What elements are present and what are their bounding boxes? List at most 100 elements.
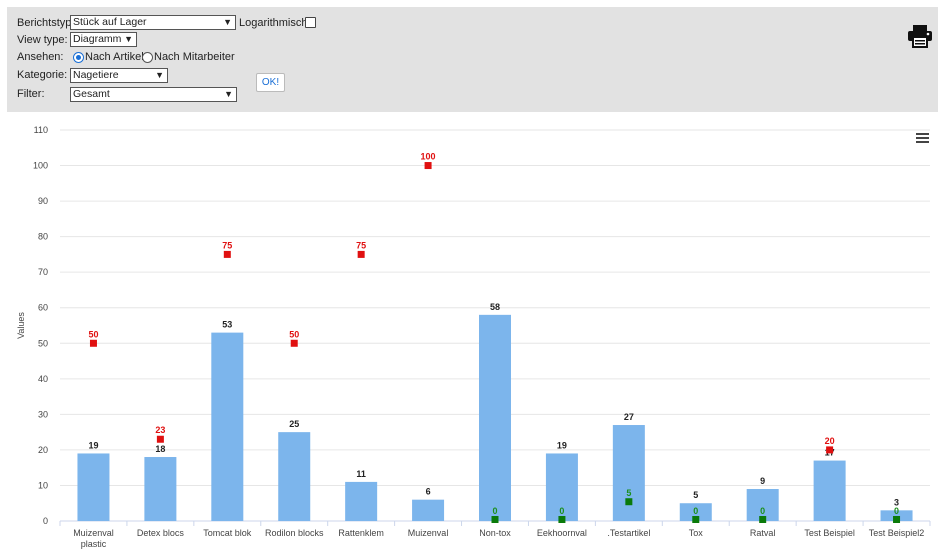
- y-tick-label: 110: [34, 125, 48, 135]
- category-row: Kategorie:: [17, 67, 67, 83]
- red-marker-label: 23: [155, 425, 165, 435]
- report-type-row: Berichtstyp:: [17, 15, 74, 31]
- radio-by-employee[interactable]: [142, 52, 153, 63]
- view-row: Ansehen:: [17, 49, 63, 65]
- bar[interactable]: [211, 332, 244, 521]
- x-tick-label: Detex blocs: [137, 528, 185, 538]
- printer-icon[interactable]: [907, 24, 933, 48]
- filter-label: Filter:: [17, 88, 45, 100]
- y-tick-label: 90: [38, 196, 48, 206]
- x-tick-label: Non-tox: [479, 528, 511, 538]
- bar-value-label: 19: [88, 440, 98, 450]
- red-marker-label: 100: [421, 152, 436, 162]
- red-marker[interactable]: [290, 339, 298, 347]
- view-type-row: View type:: [17, 32, 68, 48]
- bar[interactable]: [679, 503, 712, 521]
- bar[interactable]: [345, 481, 378, 521]
- green-marker[interactable]: [759, 516, 767, 523]
- x-tick-label: Rodilon blocks: [265, 528, 324, 538]
- bar[interactable]: [880, 510, 913, 521]
- red-marker[interactable]: [156, 435, 164, 443]
- y-tick-label: 10: [38, 480, 48, 490]
- chevron-down-icon: ▼: [223, 17, 232, 27]
- category-label: Kategorie:: [17, 69, 68, 81]
- y-tick-label: 70: [38, 267, 48, 277]
- green-marker[interactable]: [692, 516, 700, 523]
- bar-value-label: 25: [289, 419, 299, 429]
- view-label: Ansehen:: [17, 51, 64, 63]
- red-marker-label: 20: [825, 436, 835, 446]
- bar-value-label: 53: [222, 320, 232, 330]
- bar[interactable]: [144, 457, 177, 521]
- filter-select[interactable]: Gesamt ▼: [70, 87, 237, 102]
- report-toolbar: Berichtstyp: Stück auf Lager ▼ Logarithm…: [7, 7, 938, 112]
- x-tick-label: Muizenval: [73, 528, 114, 538]
- red-marker-label: 75: [222, 240, 232, 250]
- green-marker[interactable]: [491, 516, 499, 523]
- ok-button[interactable]: OK!: [256, 73, 285, 92]
- x-tick-label: Rattenklem: [338, 528, 384, 538]
- logarithmic-label: Logarithmisch: [239, 17, 308, 29]
- bar[interactable]: [813, 460, 846, 521]
- bar[interactable]: [545, 453, 578, 521]
- green-marker[interactable]: [893, 516, 901, 523]
- report-type-label: Berichtstyp:: [17, 17, 75, 29]
- green-marker-label: 5: [626, 488, 631, 498]
- bar-value-label: 3: [894, 497, 899, 507]
- x-tick-label: .Testartikel: [607, 528, 650, 538]
- bar[interactable]: [612, 425, 645, 521]
- radio-by-employee-label: Nach Mitarbeiter: [154, 51, 235, 63]
- hamburger-menu-icon[interactable]: [916, 133, 929, 144]
- chart-bars: 1918532511658192759173: [77, 302, 913, 521]
- bar[interactable]: [746, 489, 779, 521]
- red-marker[interactable]: [89, 339, 97, 347]
- category-select[interactable]: Nagetiere ▼: [70, 68, 168, 83]
- y-tick-label: 50: [38, 338, 48, 348]
- filter-row: Filter:: [17, 86, 45, 102]
- bar[interactable]: [412, 499, 445, 521]
- bar-value-label: 19: [557, 440, 567, 450]
- report-type-value: Stück auf Lager: [73, 16, 147, 28]
- bar[interactable]: [479, 314, 511, 521]
- green-marker-label: 0: [894, 506, 899, 516]
- y-tick-label: 40: [38, 374, 48, 384]
- bar-value-label: 5: [693, 490, 698, 500]
- bar[interactable]: [278, 432, 311, 521]
- y-axis-label: Values: [16, 312, 26, 339]
- y-tick-label: 0: [43, 516, 48, 526]
- red-marker[interactable]: [424, 162, 432, 170]
- green-marker-label: 0: [693, 506, 698, 516]
- x-tick-label: Tomcat blok: [203, 528, 252, 538]
- x-tick-label: Ratval: [750, 528, 776, 538]
- x-tick-label: Eekhoornval: [537, 528, 587, 538]
- red-marker-label: 50: [289, 329, 299, 339]
- report-type-select[interactable]: Stück auf Lager ▼: [70, 15, 236, 30]
- y-tick-label: 100: [33, 161, 48, 171]
- red-marker[interactable]: [357, 250, 365, 258]
- red-marker-label: 75: [356, 240, 366, 250]
- y-tick-label: 20: [38, 445, 48, 455]
- red-marker[interactable]: [826, 446, 834, 454]
- red-marker[interactable]: [223, 250, 231, 258]
- radio-by-article[interactable]: [73, 52, 84, 63]
- chevron-down-icon: ▼: [224, 89, 233, 99]
- view-type-select[interactable]: Diagramm ▼: [70, 32, 137, 47]
- logarithmic-checkbox[interactable]: [305, 17, 316, 28]
- chevron-down-icon: ▼: [124, 34, 133, 44]
- y-tick-label: 30: [38, 409, 48, 419]
- bar[interactable]: [77, 453, 110, 521]
- green-marker[interactable]: [625, 498, 633, 506]
- green-marker-label: 0: [492, 506, 497, 516]
- red-marker-label: 50: [88, 329, 98, 339]
- bar-value-label: 18: [155, 444, 165, 454]
- x-tick-label: Muizenval: [408, 528, 449, 538]
- bar-value-label: 27: [624, 412, 634, 422]
- category-value: Nagetiere: [73, 69, 119, 81]
- green-marker[interactable]: [558, 516, 566, 523]
- radio-by-article-label: Nach Artikel: [85, 51, 144, 63]
- bar-value-label: 9: [760, 476, 765, 486]
- view-type-value: Diagramm: [73, 33, 122, 45]
